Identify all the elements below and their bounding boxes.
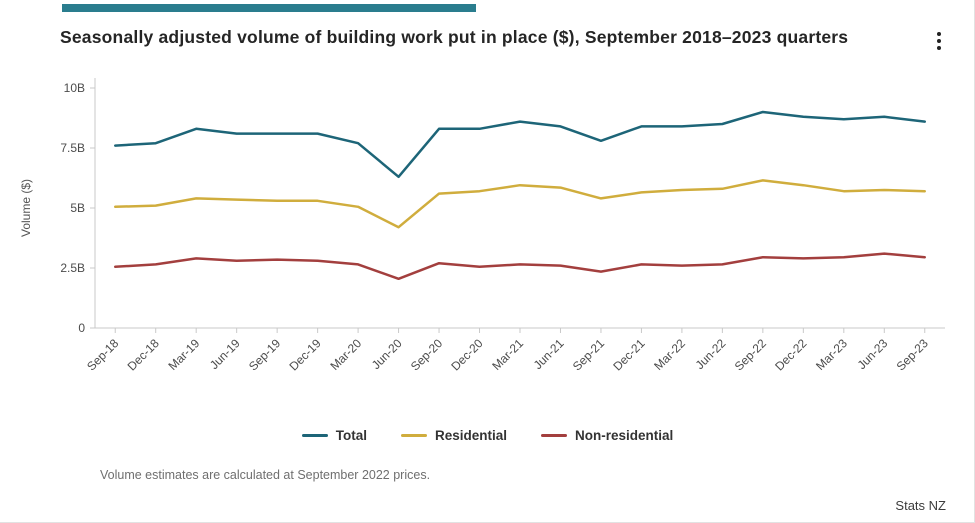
legend-label: Total: [335, 428, 367, 443]
x-tick-label: Mar-21: [489, 336, 526, 373]
x-tick-label: Jun-19: [207, 336, 243, 372]
series-line-total: [113, 110, 927, 179]
x-tick-label: Mar-22: [651, 336, 688, 373]
legend-label: Non-residential: [575, 428, 674, 443]
x-tick-label: Dec-22: [772, 336, 809, 373]
kebab-dot: [937, 39, 941, 43]
y-tick-label: 10B: [64, 81, 85, 95]
source-attribution: Stats NZ: [895, 498, 946, 513]
x-tick-label: Dec-21: [610, 336, 647, 373]
x-tick-label: Sep-20: [408, 336, 445, 373]
x-tick-label: Dec-18: [125, 336, 162, 373]
x-tick-label: Mar-19: [166, 336, 203, 373]
legend-item-non-residential[interactable]: Non-residential: [541, 428, 673, 443]
x-tick-label: Jun-20: [369, 336, 405, 372]
series-line-non-residential: [113, 252, 927, 281]
kebab-dot: [937, 46, 941, 50]
x-tick-label: Dec-20: [448, 336, 485, 373]
x-tick-label: Dec-19: [286, 336, 323, 373]
accent-bar: [62, 4, 476, 12]
chart-legend: Total Residential Non-residential: [0, 428, 974, 443]
x-tick-label: Mar-20: [327, 336, 364, 373]
kebab-dot: [937, 32, 941, 36]
x-tick-label: Jun-23: [855, 336, 891, 372]
series-line-residential: [113, 179, 927, 229]
y-tick-label: 5B: [70, 201, 85, 215]
x-tick-label: Sep-23: [894, 336, 931, 373]
y-tick-label: 0: [78, 321, 85, 335]
legend-item-total[interactable]: Total: [301, 428, 367, 443]
y-axis-title: Volume ($): [19, 179, 33, 237]
x-tick-label: Sep-19: [246, 336, 283, 373]
x-tick-label: Sep-22: [732, 336, 769, 373]
x-tick-label: Jun-22: [693, 336, 729, 372]
legend-item-residential[interactable]: Residential: [400, 428, 507, 443]
x-tick-label: Mar-23: [813, 336, 850, 373]
legend-line-marker: [400, 434, 427, 437]
chart-title: Seasonally adjusted volume of building w…: [60, 27, 849, 47]
legend-label: Residential: [434, 428, 507, 443]
x-tick-label: Sep-21: [570, 336, 607, 373]
x-tick-label: Sep-18: [84, 336, 121, 373]
x-tick-label: Jun-21: [531, 336, 567, 372]
y-tick-label: 2.5B: [60, 261, 85, 275]
chart-footnote: Volume estimates are calculated at Septe…: [100, 468, 431, 482]
legend-line-marker: [541, 434, 567, 437]
kebab-menu-icon[interactable]: [928, 28, 950, 54]
legend-line-marker: [301, 434, 328, 437]
y-tick-label: 7.5B: [60, 141, 85, 155]
